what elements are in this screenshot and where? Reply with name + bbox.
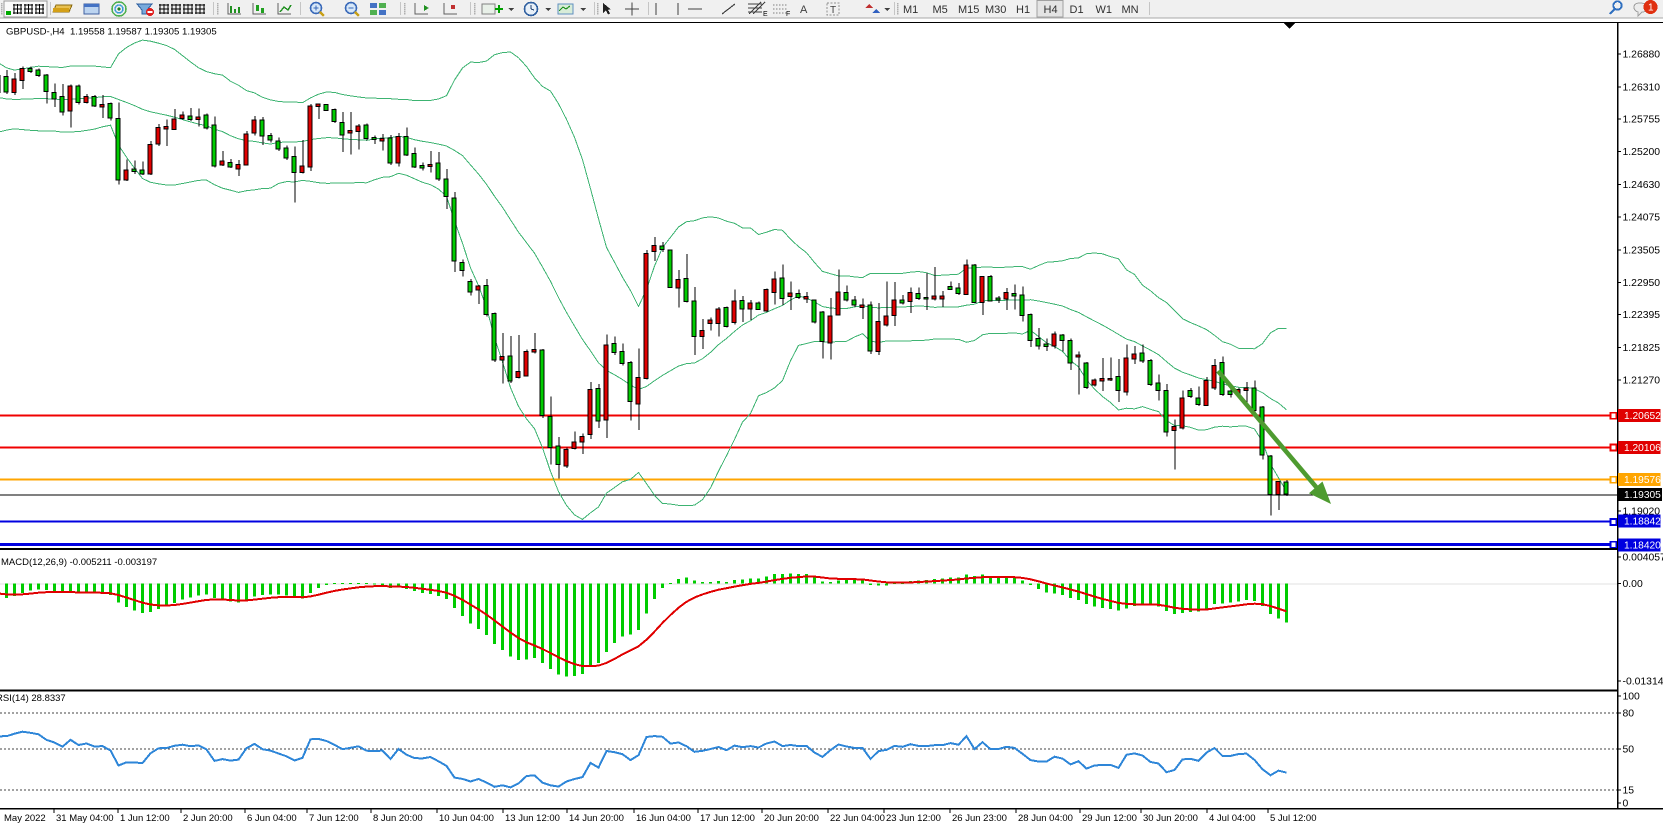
svg-text:1.26310: 1.26310 bbox=[1623, 82, 1661, 93]
svg-text:1.25755: 1.25755 bbox=[1623, 115, 1661, 126]
svg-text:1.24075: 1.24075 bbox=[1623, 212, 1661, 223]
svg-text:0: 0 bbox=[1623, 799, 1629, 810]
svg-text:1.26880: 1.26880 bbox=[1623, 49, 1661, 60]
svg-text:16 Jun 04:00: 16 Jun 04:00 bbox=[636, 813, 691, 824]
svg-text:1.21270: 1.21270 bbox=[1623, 375, 1661, 386]
svg-text:15: 15 bbox=[1623, 786, 1635, 797]
svg-text:20 Jun 20:00: 20 Jun 20:00 bbox=[764, 813, 819, 824]
svg-text:E: E bbox=[763, 11, 768, 18]
svg-text:28 Jun 04:00: 28 Jun 04:00 bbox=[1018, 813, 1073, 824]
svg-text:1.18842: 1.18842 bbox=[1624, 517, 1661, 528]
svg-text:1.25200: 1.25200 bbox=[1623, 147, 1661, 158]
svg-text:M1: M1 bbox=[903, 4, 918, 16]
svg-text:100: 100 bbox=[1623, 692, 1641, 703]
svg-text:GBPUSD-,H4 1.19558 1.19587 1.: GBPUSD-,H4 1.19558 1.19587 1.19305 1.193… bbox=[6, 27, 217, 38]
svg-text:23 Jun 12:00: 23 Jun 12:00 bbox=[886, 813, 941, 824]
svg-text:29 Jun 12:00: 29 Jun 12:00 bbox=[1082, 813, 1137, 824]
svg-text:6 Jun 04:00: 6 Jun 04:00 bbox=[247, 813, 297, 824]
svg-text:-0.013143: -0.013143 bbox=[1623, 677, 1663, 688]
svg-text:F: F bbox=[786, 11, 790, 18]
svg-text:26 Jun 23:00: 26 Jun 23:00 bbox=[952, 813, 1007, 824]
svg-text:RSI(14) 28.8337: RSI(14) 28.8337 bbox=[0, 693, 66, 704]
svg-text:50: 50 bbox=[1623, 745, 1635, 756]
svg-text:M30: M30 bbox=[985, 4, 1006, 16]
svg-text:1.19305: 1.19305 bbox=[1624, 490, 1661, 501]
svg-text:H1: H1 bbox=[1016, 4, 1030, 16]
svg-text:1 Jun 12:00: 1 Jun 12:00 bbox=[120, 813, 170, 824]
svg-text:W1: W1 bbox=[1096, 4, 1113, 16]
svg-text:14 Jun 20:00: 14 Jun 20:00 bbox=[569, 813, 624, 824]
svg-text:D1: D1 bbox=[1070, 4, 1084, 16]
svg-text:1.22950: 1.22950 bbox=[1623, 278, 1661, 289]
svg-text:A: A bbox=[800, 4, 808, 16]
svg-text:1.24630: 1.24630 bbox=[1623, 180, 1661, 191]
svg-text:1.20106: 1.20106 bbox=[1624, 443, 1661, 454]
svg-text:MACD(12,26,9) -0.005211 -0.003: MACD(12,26,9) -0.005211 -0.003197 bbox=[1, 557, 157, 568]
svg-text:7 Jun 12:00: 7 Jun 12:00 bbox=[309, 813, 359, 824]
svg-text:22 Jun 04:00: 22 Jun 04:00 bbox=[830, 813, 885, 824]
svg-text:13 Jun 12:00: 13 Jun 12:00 bbox=[505, 813, 560, 824]
svg-text:1.19576: 1.19576 bbox=[1624, 475, 1661, 486]
svg-text:1.22395: 1.22395 bbox=[1623, 310, 1661, 321]
svg-text:M15: M15 bbox=[958, 4, 979, 16]
svg-text:10 Jun 04:00: 10 Jun 04:00 bbox=[439, 813, 494, 824]
svg-text:1.21825: 1.21825 bbox=[1623, 343, 1661, 354]
svg-text:2 Jun 20:00: 2 Jun 20:00 bbox=[183, 813, 233, 824]
svg-text:0.00: 0.00 bbox=[1623, 579, 1643, 590]
svg-text:4 Jul 04:00: 4 Jul 04:00 bbox=[1209, 813, 1255, 824]
svg-text:1: 1 bbox=[1648, 3, 1654, 14]
svg-text:1.19020: 1.19020 bbox=[1623, 506, 1661, 517]
svg-text:31 May 04:00: 31 May 04:00 bbox=[56, 813, 114, 824]
svg-text:1.23505: 1.23505 bbox=[1623, 246, 1661, 257]
svg-text:17 Jun 12:00: 17 Jun 12:00 bbox=[700, 813, 755, 824]
svg-text:M5: M5 bbox=[933, 4, 948, 16]
svg-text:MN: MN bbox=[1122, 4, 1139, 16]
svg-text:1.18420: 1.18420 bbox=[1624, 541, 1661, 552]
svg-text:1.20652: 1.20652 bbox=[1624, 411, 1661, 422]
svg-text:0.004057: 0.004057 bbox=[1623, 553, 1663, 564]
svg-text:5 Jul 12:00: 5 Jul 12:00 bbox=[1270, 813, 1316, 824]
svg-text:8 Jun 20:00: 8 Jun 20:00 bbox=[373, 813, 423, 824]
svg-text:T: T bbox=[830, 5, 836, 16]
svg-text:30 Jun 20:00: 30 Jun 20:00 bbox=[1143, 813, 1198, 824]
svg-text:May 2022: May 2022 bbox=[4, 813, 46, 824]
svg-text:80: 80 bbox=[1623, 709, 1635, 720]
svg-text:H4: H4 bbox=[1044, 4, 1058, 16]
